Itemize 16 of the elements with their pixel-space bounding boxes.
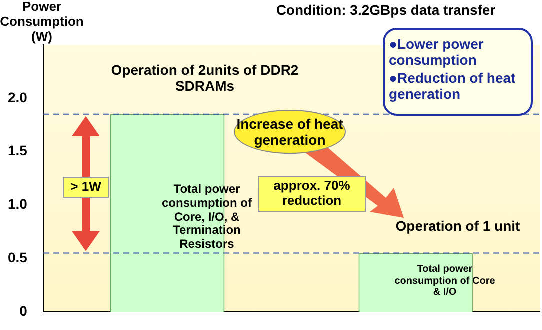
annotation: Total power consumption of Core, I/O, & Termination Resistors <box>161 182 253 252</box>
text: Condition: 3.2GBps data transfer <box>275 2 497 18</box>
annotation: approx. 70% reduction <box>258 176 366 212</box>
y-tick-label: 1.5 <box>8 142 28 159</box>
y-tick-label: 0 <box>20 302 28 319</box>
y-tick-label: 0.5 <box>8 249 28 266</box>
annotation: > 1W <box>63 177 109 198</box>
y-tick-label: 2.0 <box>8 89 28 106</box>
annotation: Increase of heat generation <box>234 110 346 154</box>
annotation: Total power consumption of Core & I/O <box>394 264 496 298</box>
annotation: ●Reduction of heat generation <box>389 70 517 102</box>
annotation: Operation of 2units of DDR2 SDRAMs <box>110 62 300 94</box>
annotation: ●Lower power consumption <box>389 36 485 68</box>
y-tick-label: 1.0 <box>8 196 28 212</box>
annotation: Operation of 1 unit <box>394 218 522 234</box>
y-axis-title: Power Consumption (W) <box>0 0 84 45</box>
